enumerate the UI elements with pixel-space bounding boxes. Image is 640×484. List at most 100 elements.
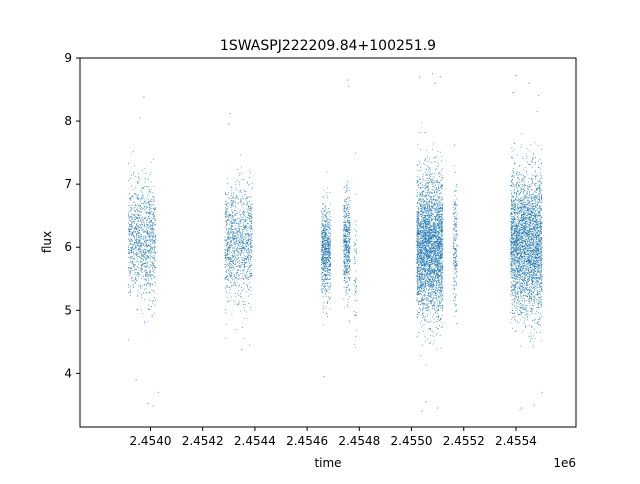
data-point — [134, 253, 136, 255]
data-point — [138, 273, 140, 275]
data-point — [142, 253, 143, 255]
data-point — [440, 287, 442, 289]
data-point — [425, 215, 427, 216]
data-point — [144, 224, 146, 225]
data-point — [248, 236, 250, 238]
data-point — [325, 293, 326, 295]
data-point — [244, 269, 246, 271]
data-point — [138, 177, 140, 179]
data-point — [226, 228, 228, 230]
data-point — [232, 262, 234, 264]
data-point — [327, 252, 329, 254]
data-point — [442, 206, 443, 208]
data-point — [248, 248, 250, 250]
data-point — [417, 302, 419, 304]
data-point — [142, 292, 144, 294]
data-point — [329, 235, 331, 237]
data-point — [442, 326, 444, 328]
data-point — [423, 298, 425, 300]
data-point — [135, 254, 137, 255]
data-point — [143, 218, 145, 220]
data-point — [321, 223, 323, 225]
data-point — [348, 236, 350, 238]
data-point — [135, 242, 137, 244]
data-point — [247, 287, 249, 289]
data-point — [325, 267, 326, 269]
data-point — [321, 273, 323, 274]
data-point — [344, 306, 346, 308]
data-point — [349, 259, 351, 261]
data-point — [240, 278, 242, 280]
data-point — [349, 253, 351, 254]
data-point — [143, 284, 145, 286]
data-point — [326, 194, 328, 196]
data-point — [433, 302, 435, 304]
data-point — [140, 236, 142, 238]
data-point — [439, 284, 441, 285]
data-point — [420, 291, 422, 292]
data-point — [141, 236, 142, 238]
data-point — [322, 224, 324, 226]
data-point — [325, 207, 326, 209]
data-point — [348, 210, 350, 212]
data-point — [322, 229, 324, 231]
data-point — [343, 225, 345, 227]
data-point — [344, 259, 346, 260]
data-point — [427, 198, 429, 200]
data-point — [423, 270, 425, 271]
data-point — [242, 216, 244, 218]
data-point — [326, 215, 328, 217]
data-point — [344, 267, 346, 268]
data-point — [246, 182, 248, 184]
data-point — [438, 287, 440, 289]
data-point — [347, 278, 349, 280]
data-point — [251, 244, 253, 246]
data-point — [243, 247, 245, 249]
data-point — [154, 282, 156, 284]
data-point — [419, 208, 421, 209]
data-point — [328, 226, 330, 228]
data-point — [138, 248, 140, 250]
data-point — [137, 217, 139, 219]
data-point — [431, 230, 433, 231]
data-point — [235, 206, 237, 208]
data-point — [325, 306, 327, 308]
data-point — [232, 203, 234, 205]
data-point — [225, 276, 227, 278]
data-point — [329, 191, 331, 193]
data-point — [231, 231, 233, 233]
data-point — [138, 292, 140, 294]
data-point — [130, 198, 132, 199]
data-point — [225, 309, 227, 310]
data-point — [418, 239, 420, 241]
data-point — [235, 238, 237, 240]
data-point — [324, 227, 326, 229]
data-point — [344, 273, 346, 275]
data-point — [344, 240, 346, 242]
data-point — [145, 242, 147, 244]
data-point — [345, 237, 347, 239]
data-point — [238, 269, 240, 271]
data-point — [233, 221, 235, 223]
data-point — [348, 245, 350, 247]
data-point — [323, 208, 324, 210]
data-point — [243, 228, 245, 230]
data-point — [153, 199, 155, 200]
data-point — [242, 210, 244, 212]
data-point — [129, 247, 131, 249]
data-point — [139, 256, 141, 258]
data-point — [238, 238, 240, 240]
data-point — [347, 235, 349, 237]
data-point — [236, 189, 238, 191]
data-point — [246, 230, 248, 232]
data-point — [135, 246, 137, 248]
data-point — [243, 227, 245, 229]
data-point — [150, 274, 152, 276]
data-point — [418, 274, 420, 276]
data-point — [248, 239, 249, 241]
data-point — [329, 252, 331, 254]
data-point — [238, 227, 240, 229]
data-point — [149, 222, 151, 224]
data-point — [150, 261, 152, 263]
data-point — [427, 192, 429, 193]
